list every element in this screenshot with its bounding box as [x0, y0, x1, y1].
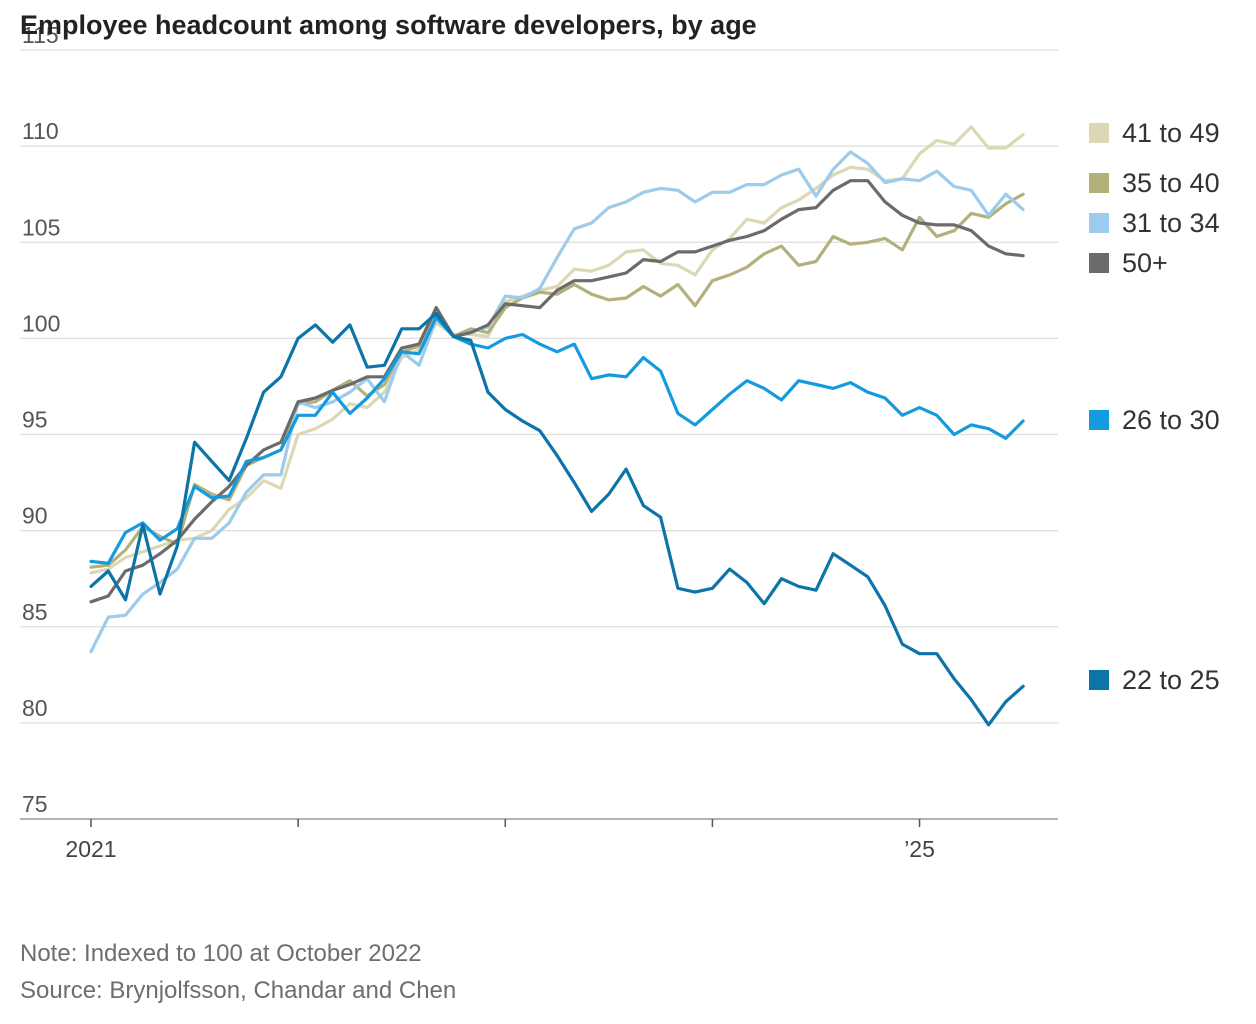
- series-line-26-to-30: [89, 315, 1025, 565]
- legend: 41 to 49 35 to 40 31 to 34 50+ 26 to 30 22 to…: [1089, 118, 1220, 695]
- legend-label: 26 to 30: [1122, 405, 1220, 435]
- y-tick-label: 100: [22, 310, 60, 336]
- legend-swatch: [1089, 123, 1109, 143]
- legend-swatch: [1089, 253, 1109, 273]
- y-tick-label: 85: [22, 599, 48, 625]
- chart-title: Employee headcount among software develo…: [20, 10, 757, 40]
- legend-label: 35 to 40: [1122, 168, 1220, 198]
- legend-item: 50+: [1089, 248, 1168, 278]
- series-line-41-to-49: [89, 125, 1025, 575]
- series-line-31-to-34: [89, 150, 1025, 654]
- series-line-35-to-40: [89, 192, 1025, 569]
- legend-label: 31 to 34: [1122, 208, 1220, 238]
- y-tick-label: 90: [22, 503, 48, 529]
- x-tick-label: 2021: [65, 836, 116, 862]
- legend-label: 41 to 49: [1122, 118, 1220, 148]
- series-line-22-to-25: [89, 311, 1025, 727]
- chart-source: Source: Brynjolfsson, Chandar and Chen: [20, 977, 457, 1004]
- x-axis: 2021 ’25: [65, 819, 935, 862]
- legend-swatch: [1089, 410, 1109, 430]
- y-tick-label: 80: [22, 695, 48, 721]
- legend-label: 50+: [1122, 248, 1168, 278]
- legend-swatch: [1089, 670, 1109, 690]
- x-tick-label: ’25: [904, 836, 935, 862]
- gridlines: [20, 49, 1058, 820]
- series-lines: [89, 125, 1025, 727]
- y-tick-label: 115: [22, 22, 59, 48]
- series-line-50: [89, 179, 1025, 604]
- legend-swatch: [1089, 173, 1109, 193]
- legend-item: 22 to 25: [1089, 665, 1220, 695]
- legend-item: 41 to 49: [1089, 118, 1220, 148]
- y-tick-label: 110: [22, 118, 59, 144]
- legend-item: 35 to 40: [1089, 168, 1220, 198]
- y-axis-tick-labels: 75 80 85 90 95 100 105 110 115: [22, 22, 60, 817]
- legend-item: 31 to 34: [1089, 208, 1220, 238]
- legend-label: 22 to 25: [1122, 665, 1220, 695]
- y-tick-label: 105: [22, 214, 60, 240]
- y-tick-label: 95: [22, 407, 48, 433]
- legend-item: 26 to 30: [1089, 405, 1220, 435]
- chart-note: Note: Indexed to 100 at October 2022: [20, 940, 422, 967]
- legend-swatch: [1089, 213, 1109, 233]
- y-tick-label: 75: [22, 791, 48, 817]
